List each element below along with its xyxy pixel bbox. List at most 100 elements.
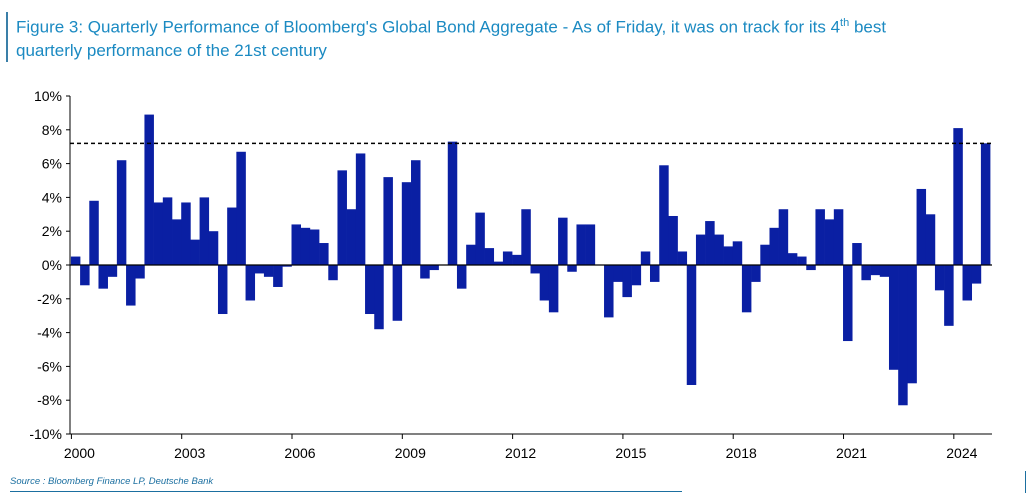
bar bbox=[328, 265, 338, 281]
bar bbox=[383, 177, 393, 265]
bar bbox=[548, 265, 559, 313]
bar bbox=[861, 265, 871, 281]
source-divider bbox=[10, 491, 682, 492]
bar bbox=[898, 265, 908, 406]
bar bbox=[263, 265, 274, 277]
bar bbox=[107, 265, 118, 277]
bar bbox=[916, 188, 927, 265]
bar bbox=[769, 227, 779, 265]
bar bbox=[199, 197, 210, 265]
bar bbox=[217, 265, 228, 315]
title-line-1-end: best bbox=[849, 17, 887, 37]
bar bbox=[852, 243, 862, 265]
bar bbox=[162, 197, 173, 265]
x-tick-label: 2009 bbox=[395, 445, 426, 461]
title-line-2: quarterly performance of the 21st centur… bbox=[16, 40, 327, 60]
bar bbox=[677, 251, 688, 265]
bar bbox=[787, 253, 798, 265]
bar bbox=[89, 200, 99, 265]
bar bbox=[447, 141, 458, 265]
bar bbox=[613, 265, 623, 282]
x-tick-label: 2012 bbox=[505, 445, 536, 461]
source-note: Source : Bloomberg Finance LP, Deutsche … bbox=[10, 476, 214, 487]
bar bbox=[392, 265, 403, 321]
bar bbox=[236, 151, 246, 265]
bar bbox=[319, 243, 329, 265]
bar bbox=[346, 209, 357, 265]
bar bbox=[190, 239, 200, 265]
bar bbox=[870, 265, 881, 276]
bar bbox=[631, 265, 642, 286]
x-tick-label: 2000 bbox=[64, 445, 95, 461]
bar bbox=[466, 244, 476, 265]
bar bbox=[806, 265, 816, 271]
bar bbox=[751, 265, 761, 282]
bar bbox=[723, 246, 734, 265]
bar-chart: -10% -8% -6% -4% -2% 0% 2% 4% 6% 8% 10% 2000 2003 200… bbox=[29, 88, 992, 461]
bar bbox=[815, 209, 825, 265]
y-tick-label: 8% bbox=[42, 122, 62, 138]
bar bbox=[512, 254, 522, 265]
bar bbox=[962, 265, 973, 301]
bar bbox=[411, 160, 421, 265]
bar bbox=[539, 265, 550, 301]
bar bbox=[659, 165, 669, 265]
bar bbox=[153, 202, 164, 265]
bar bbox=[760, 244, 770, 265]
y-tick-label: -8% bbox=[37, 392, 62, 408]
bar bbox=[888, 265, 899, 370]
bar bbox=[144, 114, 154, 265]
bar bbox=[567, 265, 577, 272]
bar bbox=[695, 234, 706, 265]
bar bbox=[401, 182, 412, 265]
bar bbox=[282, 265, 292, 267]
bar bbox=[135, 265, 145, 279]
bar bbox=[705, 221, 715, 265]
bar bbox=[604, 265, 614, 318]
bar bbox=[300, 227, 311, 265]
bar bbox=[502, 251, 513, 265]
bar bbox=[337, 170, 347, 265]
title-line-1: Figure 3: Quarterly Performance of Bloom… bbox=[16, 12, 1029, 39]
bar bbox=[622, 265, 632, 298]
bar bbox=[530, 265, 540, 274]
bar bbox=[355, 153, 366, 265]
bar bbox=[227, 207, 237, 265]
y-tick-label: -6% bbox=[37, 358, 62, 374]
bar bbox=[576, 224, 586, 265]
figure-title: Figure 3: Quarterly Performance of Bloom… bbox=[6, 12, 1029, 62]
y-tick-label: 4% bbox=[42, 189, 62, 205]
title-line-1-text: Figure 3: Quarterly Performance of Bloom… bbox=[16, 17, 841, 37]
bar bbox=[585, 224, 596, 265]
bar bbox=[934, 265, 945, 291]
bar bbox=[925, 214, 936, 265]
bar bbox=[273, 265, 283, 287]
bar bbox=[824, 219, 835, 265]
y-tick-label: -10% bbox=[29, 426, 62, 442]
bar bbox=[493, 261, 504, 265]
bar bbox=[944, 265, 954, 326]
y-tick-label: 10% bbox=[34, 88, 62, 104]
bar bbox=[732, 241, 743, 265]
y-tick-label: -2% bbox=[37, 291, 62, 307]
bar bbox=[309, 229, 320, 265]
bar bbox=[116, 160, 127, 265]
bar bbox=[649, 265, 660, 282]
bar bbox=[778, 209, 789, 265]
bar bbox=[953, 128, 963, 265]
x-tick-label: 2003 bbox=[174, 445, 205, 461]
bar bbox=[484, 248, 495, 265]
bar bbox=[365, 265, 375, 315]
bar bbox=[797, 256, 807, 265]
bar bbox=[374, 265, 384, 330]
bar bbox=[98, 265, 108, 289]
x-tick-label: 2024 bbox=[946, 445, 977, 461]
bar bbox=[980, 143, 991, 265]
bar bbox=[640, 251, 651, 265]
bar bbox=[741, 265, 752, 313]
bar bbox=[879, 265, 890, 277]
bar bbox=[686, 265, 697, 385]
bar bbox=[429, 265, 439, 271]
x-tick-label: 2006 bbox=[284, 445, 315, 461]
source-block: Source : Bloomberg Finance LP, Deutsche … bbox=[10, 471, 1026, 493]
